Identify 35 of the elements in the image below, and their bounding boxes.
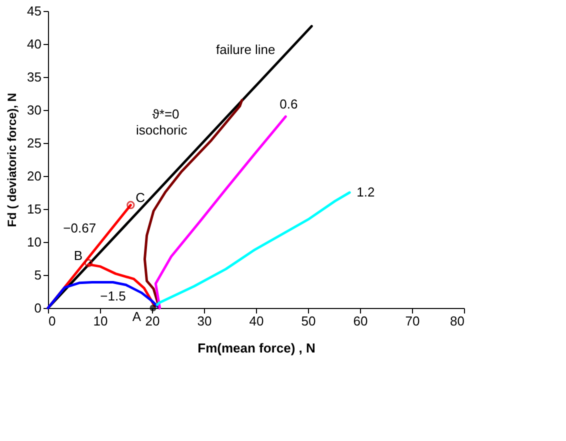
y-tick-label: 5 [34, 268, 42, 282]
y-tick-label: 25 [27, 136, 42, 150]
annotation: 1.2 [356, 184, 375, 200]
x-tick-label: 30 [197, 314, 212, 328]
y-tick-label: 30 [27, 102, 42, 118]
x-tick-label: 50 [301, 314, 316, 328]
y-tick-label: 15 [27, 202, 42, 216]
annotation: −1.5 [100, 288, 126, 304]
annotation: C [136, 190, 146, 206]
x-tick-label: 0 [48, 314, 56, 328]
x-tick-label: 80 [450, 314, 464, 328]
y-axis-title: Fd ( deviatoric force), N [5, 92, 20, 228]
annotation: A [132, 309, 142, 324]
y-tick-label: 0 [34, 300, 42, 316]
point [126, 200, 135, 210]
point [150, 304, 156, 312]
x-tick-label: 20 [145, 314, 160, 328]
annotation: ϑ*=0 [152, 106, 180, 122]
x-tick-label: 10 [93, 314, 108, 328]
y-tick-label: 40 [27, 36, 42, 52]
annotation: B [74, 248, 83, 264]
line-series [46, 281, 161, 310]
x-axis-title: Fm(mean force) , N [198, 340, 316, 356]
y-tick-label: 35 [27, 70, 42, 84]
y-tick-label: 45 [27, 4, 42, 18]
y-tick-label: 10 [27, 234, 42, 250]
y-tick-label: 20 [27, 168, 42, 184]
x-tick-label: 70 [405, 314, 420, 328]
annotation: −0.67 [63, 220, 96, 236]
annotation: failure line [216, 42, 276, 58]
annotation: isochoric [136, 122, 188, 138]
annotation: 0.6 [280, 96, 298, 112]
x-tick-label: 60 [353, 314, 368, 328]
x-tick-label: 40 [249, 314, 264, 328]
point [84, 259, 93, 268]
